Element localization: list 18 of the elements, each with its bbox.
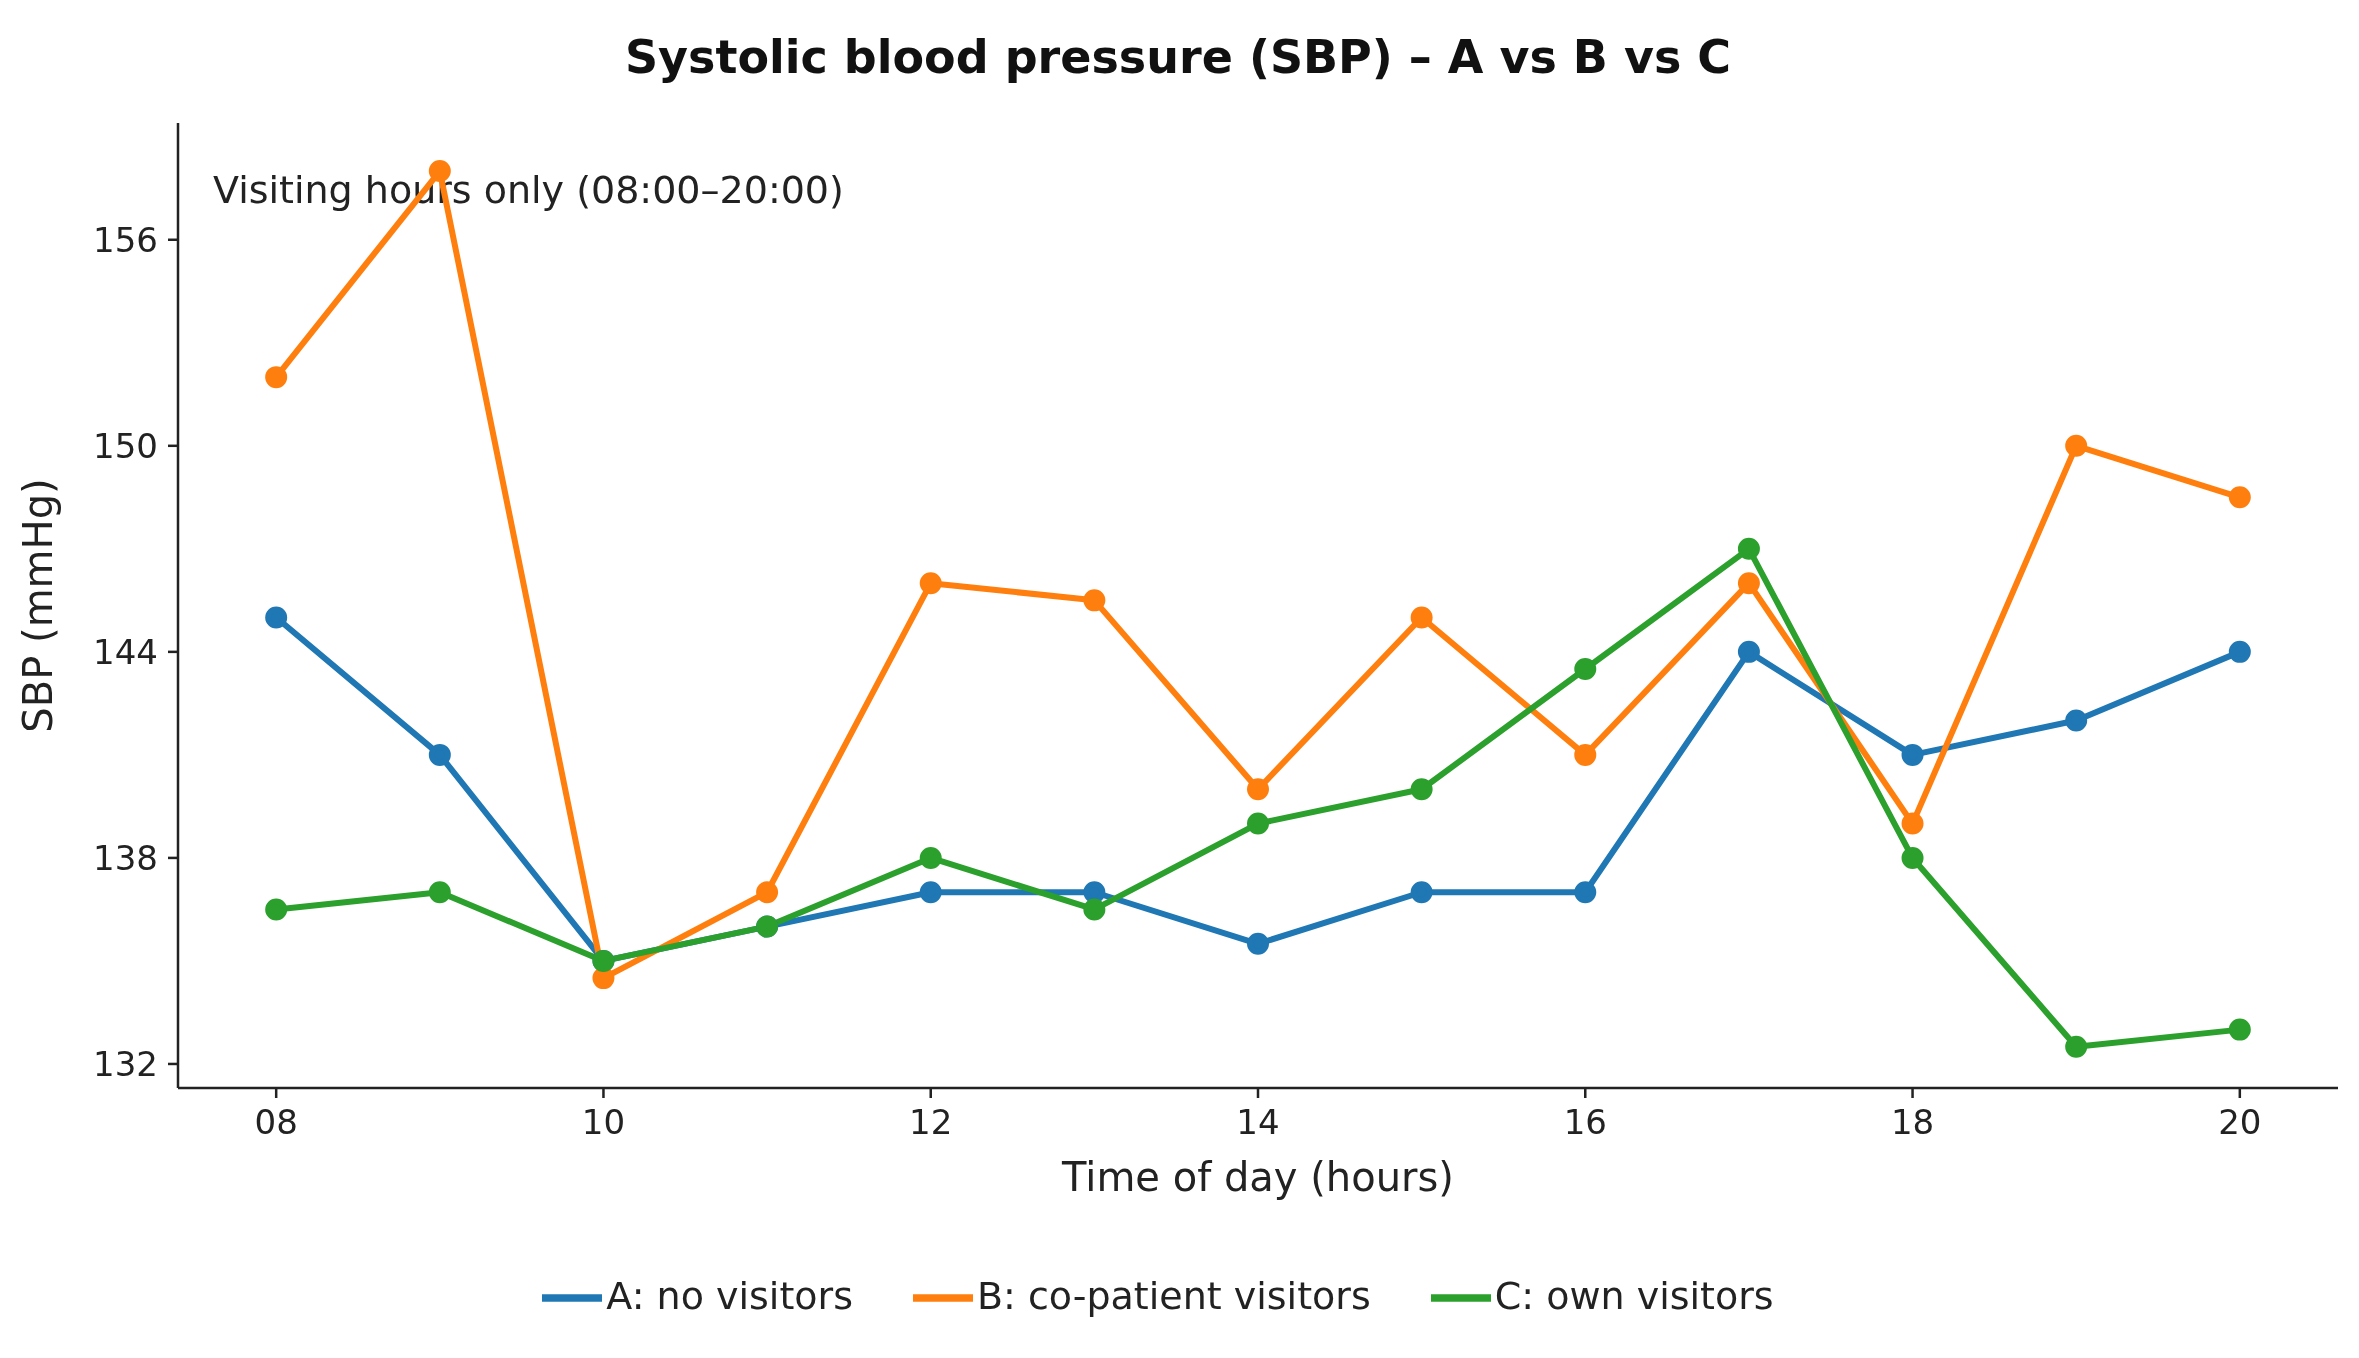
x-tick-label: 08 xyxy=(254,1102,298,1143)
x-tick-label: 12 xyxy=(909,1102,953,1143)
y-tick-label: 150 xyxy=(93,425,158,466)
legend-label: C: own visitors xyxy=(1494,1273,1774,1318)
x-tick-label: 14 xyxy=(1236,1102,1280,1143)
y-tick-label: 156 xyxy=(93,219,158,260)
x-tick-label: 16 xyxy=(1563,1102,1607,1143)
x-tick-label: 10 xyxy=(581,1102,626,1143)
chart-title: Systolic blood pressure (SBP) – A vs B vs C xyxy=(623,30,1733,84)
y-tick-label: 132 xyxy=(93,1044,158,1085)
y-axis-title: SBP (mmHg) xyxy=(15,478,62,733)
y-tick-label: 138 xyxy=(93,837,158,878)
x-tick-label: 18 xyxy=(1890,1102,1935,1143)
legend-label: A: no visitors xyxy=(606,1273,853,1318)
x-axis-title: Time of day (hours) xyxy=(1061,1154,1454,1201)
x-tick-label: 20 xyxy=(2218,1102,2262,1143)
legend-label: B: co-patient visitors xyxy=(976,1273,1371,1318)
y-tick-label: 144 xyxy=(93,631,158,672)
